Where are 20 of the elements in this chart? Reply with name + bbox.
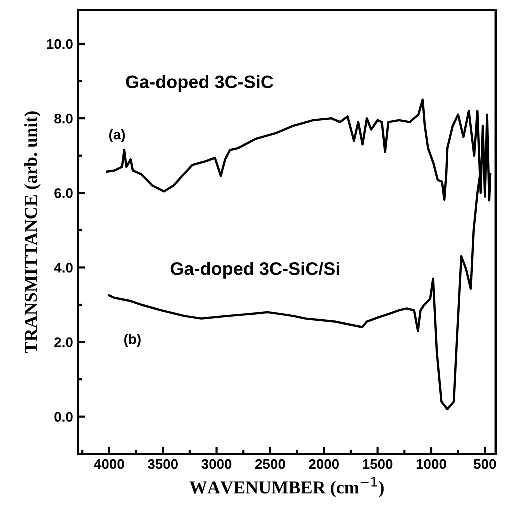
y-axis-title: TRANSMITTANCE (arb. unit) (24, 112, 41, 354)
y-tick-label: 10.0 (47, 39, 73, 50)
x-tick-label: 2500 (255, 459, 286, 470)
annotation: (b) (124, 334, 141, 348)
x-tick-label: 1000 (416, 459, 446, 470)
y-tick-label: 4.0 (54, 263, 73, 273)
y-tick-label: 8.0 (54, 114, 73, 124)
annotation: Ga-doped 3C-SiC/Si (170, 262, 340, 279)
annotation: Ga-doped 3C-SiC (126, 75, 274, 92)
y-tick-label: 2.0 (54, 338, 73, 348)
x-axis-title: WAVENUMBER (cm$^{−1}$) (190, 478, 384, 498)
annotation: (a) (109, 130, 126, 142)
y-tick-label: 6.0 (54, 188, 73, 198)
x-tick-label: 3500 (148, 459, 178, 470)
x-tick-label: 1500 (363, 459, 393, 470)
x-tick-label: 4000 (94, 459, 124, 470)
x-tick-label: 3000 (202, 459, 232, 470)
y-tick-label: 0.0 (54, 412, 73, 422)
x-tick-label: 2000 (309, 459, 340, 470)
x-tick-label: 500 (474, 459, 496, 470)
